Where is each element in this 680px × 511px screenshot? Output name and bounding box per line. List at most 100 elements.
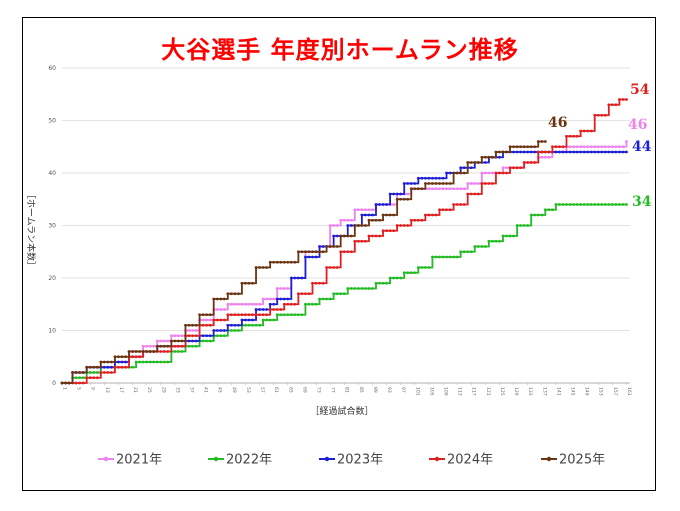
data-point — [367, 213, 371, 217]
data-point — [275, 297, 279, 301]
data-point — [579, 145, 583, 149]
data-point — [145, 344, 149, 348]
legend-swatch-dot — [324, 456, 330, 462]
data-point — [406, 224, 410, 227]
data-point — [494, 239, 498, 243]
x-tick-label: 9 — [90, 387, 96, 390]
x-tick-label: 121 — [485, 387, 491, 396]
data-point — [536, 140, 540, 143]
data-point — [529, 150, 533, 154]
y-tick-label: 50 — [48, 118, 56, 125]
data-point — [459, 203, 463, 206]
data-point — [113, 365, 117, 369]
x-tick-label: 33 — [174, 387, 180, 393]
data-point — [131, 350, 134, 353]
data-point — [152, 350, 156, 353]
data-point — [296, 276, 300, 280]
data-point — [120, 365, 124, 369]
data-point — [194, 329, 198, 332]
x-tick-label: 85 — [358, 387, 364, 393]
data-point — [215, 329, 219, 332]
x-tick-label: 125 — [499, 387, 505, 396]
data-point — [229, 292, 233, 296]
data-point — [402, 271, 406, 275]
data-point — [219, 334, 223, 338]
data-point — [431, 187, 434, 191]
data-point — [505, 166, 508, 170]
x-tick-label: 13 — [104, 387, 110, 393]
data-point — [431, 176, 434, 180]
data-point — [88, 376, 92, 380]
series-2022年 — [60, 203, 628, 385]
data-point — [215, 318, 219, 322]
data-point — [265, 308, 269, 311]
data-point — [244, 323, 247, 327]
data-point — [448, 171, 452, 175]
data-point — [445, 255, 448, 259]
data-point — [60, 381, 64, 385]
data-point — [371, 234, 374, 238]
data-point — [431, 255, 434, 259]
data-point — [469, 166, 473, 170]
data-point — [159, 344, 163, 348]
x-tick-label: 1 — [62, 387, 68, 390]
data-point — [487, 171, 491, 175]
data-point — [515, 145, 519, 149]
data-point — [371, 287, 374, 290]
data-point — [469, 182, 473, 185]
y-tick-label: 20 — [48, 275, 56, 282]
data-point — [212, 297, 216, 301]
data-point — [222, 297, 226, 301]
data-point — [409, 271, 413, 275]
data-point — [625, 203, 628, 206]
data-point — [201, 313, 205, 317]
data-point — [367, 208, 371, 212]
data-point — [236, 313, 240, 317]
data-point — [462, 187, 466, 191]
data-point — [596, 145, 600, 149]
data-point — [205, 334, 209, 338]
data-point — [459, 171, 463, 175]
data-point — [526, 150, 530, 154]
chart-frame — [22, 17, 656, 491]
data-point — [346, 287, 350, 290]
data-point — [575, 150, 579, 154]
data-point — [367, 218, 371, 222]
data-point — [201, 318, 205, 322]
data-point — [491, 239, 494, 243]
end-value-label: 44 — [632, 139, 652, 155]
data-point — [236, 329, 240, 332]
data-point — [508, 234, 512, 238]
x-tick-label: 129 — [513, 387, 519, 396]
data-point — [289, 313, 293, 317]
data-point — [268, 297, 272, 301]
data-point — [515, 224, 519, 227]
data-point — [300, 292, 304, 296]
data-point — [388, 213, 392, 217]
data-point — [279, 260, 283, 264]
data-point — [529, 145, 533, 149]
data-point — [483, 182, 487, 185]
data-point — [247, 323, 251, 327]
data-point — [184, 323, 187, 327]
data-point — [124, 365, 127, 369]
data-point — [134, 355, 138, 359]
data-point — [596, 150, 600, 154]
data-point — [610, 145, 614, 149]
data-point — [78, 381, 82, 385]
data-point — [501, 171, 505, 175]
data-point — [522, 150, 526, 154]
x-tick-label: 97 — [400, 387, 406, 393]
data-point — [328, 224, 332, 227]
data-point — [385, 229, 388, 233]
data-point — [286, 313, 290, 317]
x-tick-label: 81 — [344, 387, 350, 393]
data-point — [272, 297, 276, 301]
data-point — [409, 187, 413, 191]
legend-item: 2024年 — [429, 453, 493, 468]
data-point — [95, 371, 99, 374]
x-tick-label: 157 — [612, 387, 618, 396]
data-point — [226, 292, 230, 296]
data-point — [342, 292, 346, 296]
data-point — [607, 203, 611, 206]
